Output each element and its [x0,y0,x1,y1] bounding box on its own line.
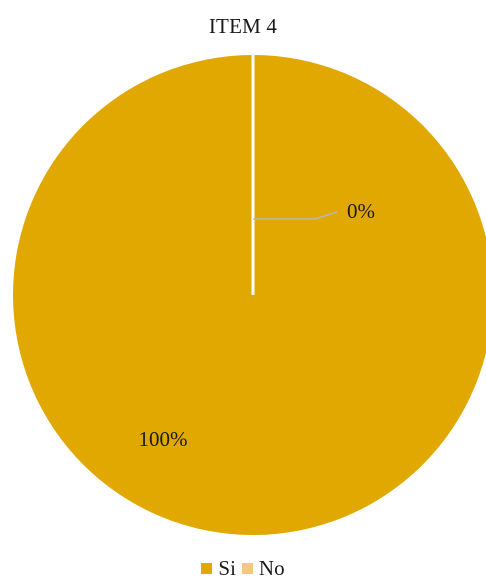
label-leader-line [253,211,338,220]
pie-slice-si [13,55,486,535]
legend-item-si: Si [201,556,236,581]
data-label-no: 0% [347,199,375,223]
legend-label-no: No [258,556,285,580]
chart-title: ITEM 4 [208,14,278,38]
chart-legend: Si No [0,556,486,581]
legend-swatch-si [201,563,213,574]
legend-swatch-no [241,563,253,574]
data-label-si: 100% [139,427,188,451]
legend-label-si: Si [218,556,236,580]
legend-item-no: No [241,556,285,581]
